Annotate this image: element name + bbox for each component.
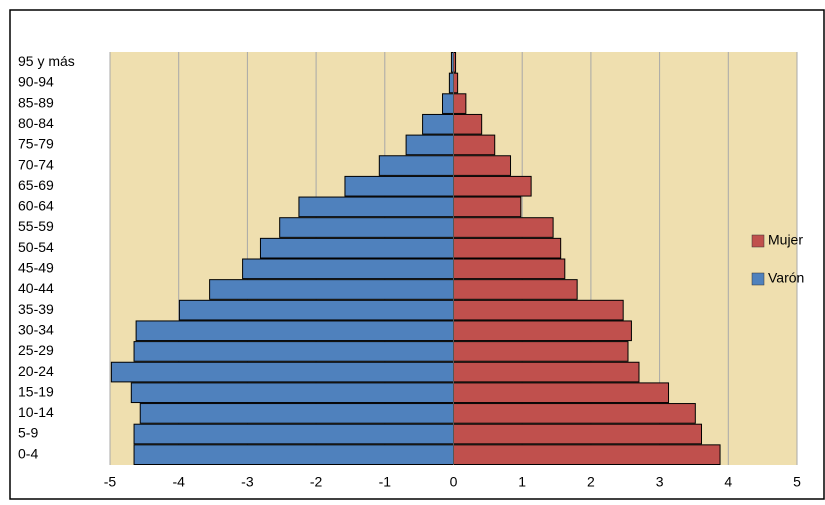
bar <box>242 258 454 280</box>
bar <box>453 196 522 218</box>
legend-label: Mujer <box>768 232 803 248</box>
x-tick-label: -2 <box>310 474 323 490</box>
legend-swatch <box>751 272 765 286</box>
y-tick-label: 60-64 <box>18 198 54 214</box>
y-tick-label: 70-74 <box>18 156 54 172</box>
y-tick-label: 45-49 <box>18 260 54 276</box>
bar <box>453 258 566 280</box>
bar <box>442 93 454 114</box>
y-tick-label: 20-24 <box>18 363 54 379</box>
bar <box>453 299 624 321</box>
y-tick-label: 0-4 <box>18 445 38 461</box>
bar <box>133 444 454 466</box>
y-tick-label: 25-29 <box>18 342 54 358</box>
bar <box>453 134 496 156</box>
bar <box>453 155 512 176</box>
bar <box>453 113 483 135</box>
bar <box>135 320 455 342</box>
bar <box>453 403 696 424</box>
bar <box>298 196 454 218</box>
y-tick-label: 50-54 <box>18 239 54 255</box>
y-tick-label: 90-94 <box>18 74 54 90</box>
y-tick-label: 30-34 <box>18 321 54 337</box>
bar <box>453 93 467 114</box>
bar <box>133 423 454 445</box>
bar <box>209 279 454 300</box>
legend-swatch <box>751 234 765 248</box>
y-tick-label: 95 y más <box>18 53 75 69</box>
x-tick-label: -5 <box>104 474 117 490</box>
y-tick-label: 80-84 <box>18 115 54 131</box>
y-tick-label: 10-14 <box>18 404 54 420</box>
y-tick-label: 40-44 <box>18 280 54 296</box>
x-tick-label: 0 <box>450 474 458 490</box>
bar <box>453 341 629 362</box>
bar <box>178 299 454 321</box>
y-tick-label: 85-89 <box>18 94 54 110</box>
bar <box>453 279 578 300</box>
x-tick-label: -1 <box>379 474 392 490</box>
y-tick-label: 35-39 <box>18 301 54 317</box>
bar <box>133 341 454 362</box>
bar <box>453 444 721 466</box>
bar <box>453 382 670 404</box>
bar <box>279 217 454 238</box>
bar <box>139 403 454 424</box>
bar <box>110 361 455 383</box>
bar <box>453 320 632 342</box>
y-tick-label: 65-69 <box>18 177 54 193</box>
legend-label: Varón <box>768 270 804 286</box>
x-tick-label: 5 <box>793 474 801 490</box>
x-tick-label: 3 <box>656 474 664 490</box>
x-tick-label: 4 <box>724 474 732 490</box>
bar <box>422 113 454 135</box>
x-tick-label: -3 <box>241 474 254 490</box>
bar <box>378 155 454 176</box>
y-tick-label: 15-19 <box>18 383 54 399</box>
x-tick-label: 1 <box>518 474 526 490</box>
bar <box>453 423 703 445</box>
x-tick-label: 2 <box>587 474 595 490</box>
bar <box>130 382 454 404</box>
y-tick-label: 55-59 <box>18 218 54 234</box>
bar <box>344 175 455 197</box>
y-tick-label: 75-79 <box>18 136 54 152</box>
bar <box>453 361 640 383</box>
x-tick-label: -4 <box>172 474 185 490</box>
bar <box>453 72 459 94</box>
bar <box>453 175 532 197</box>
bar <box>453 237 562 259</box>
bar <box>453 217 554 238</box>
bar <box>448 72 454 94</box>
bar <box>405 134 454 156</box>
bar <box>259 237 454 259</box>
y-tick-label: 5-9 <box>18 425 38 441</box>
